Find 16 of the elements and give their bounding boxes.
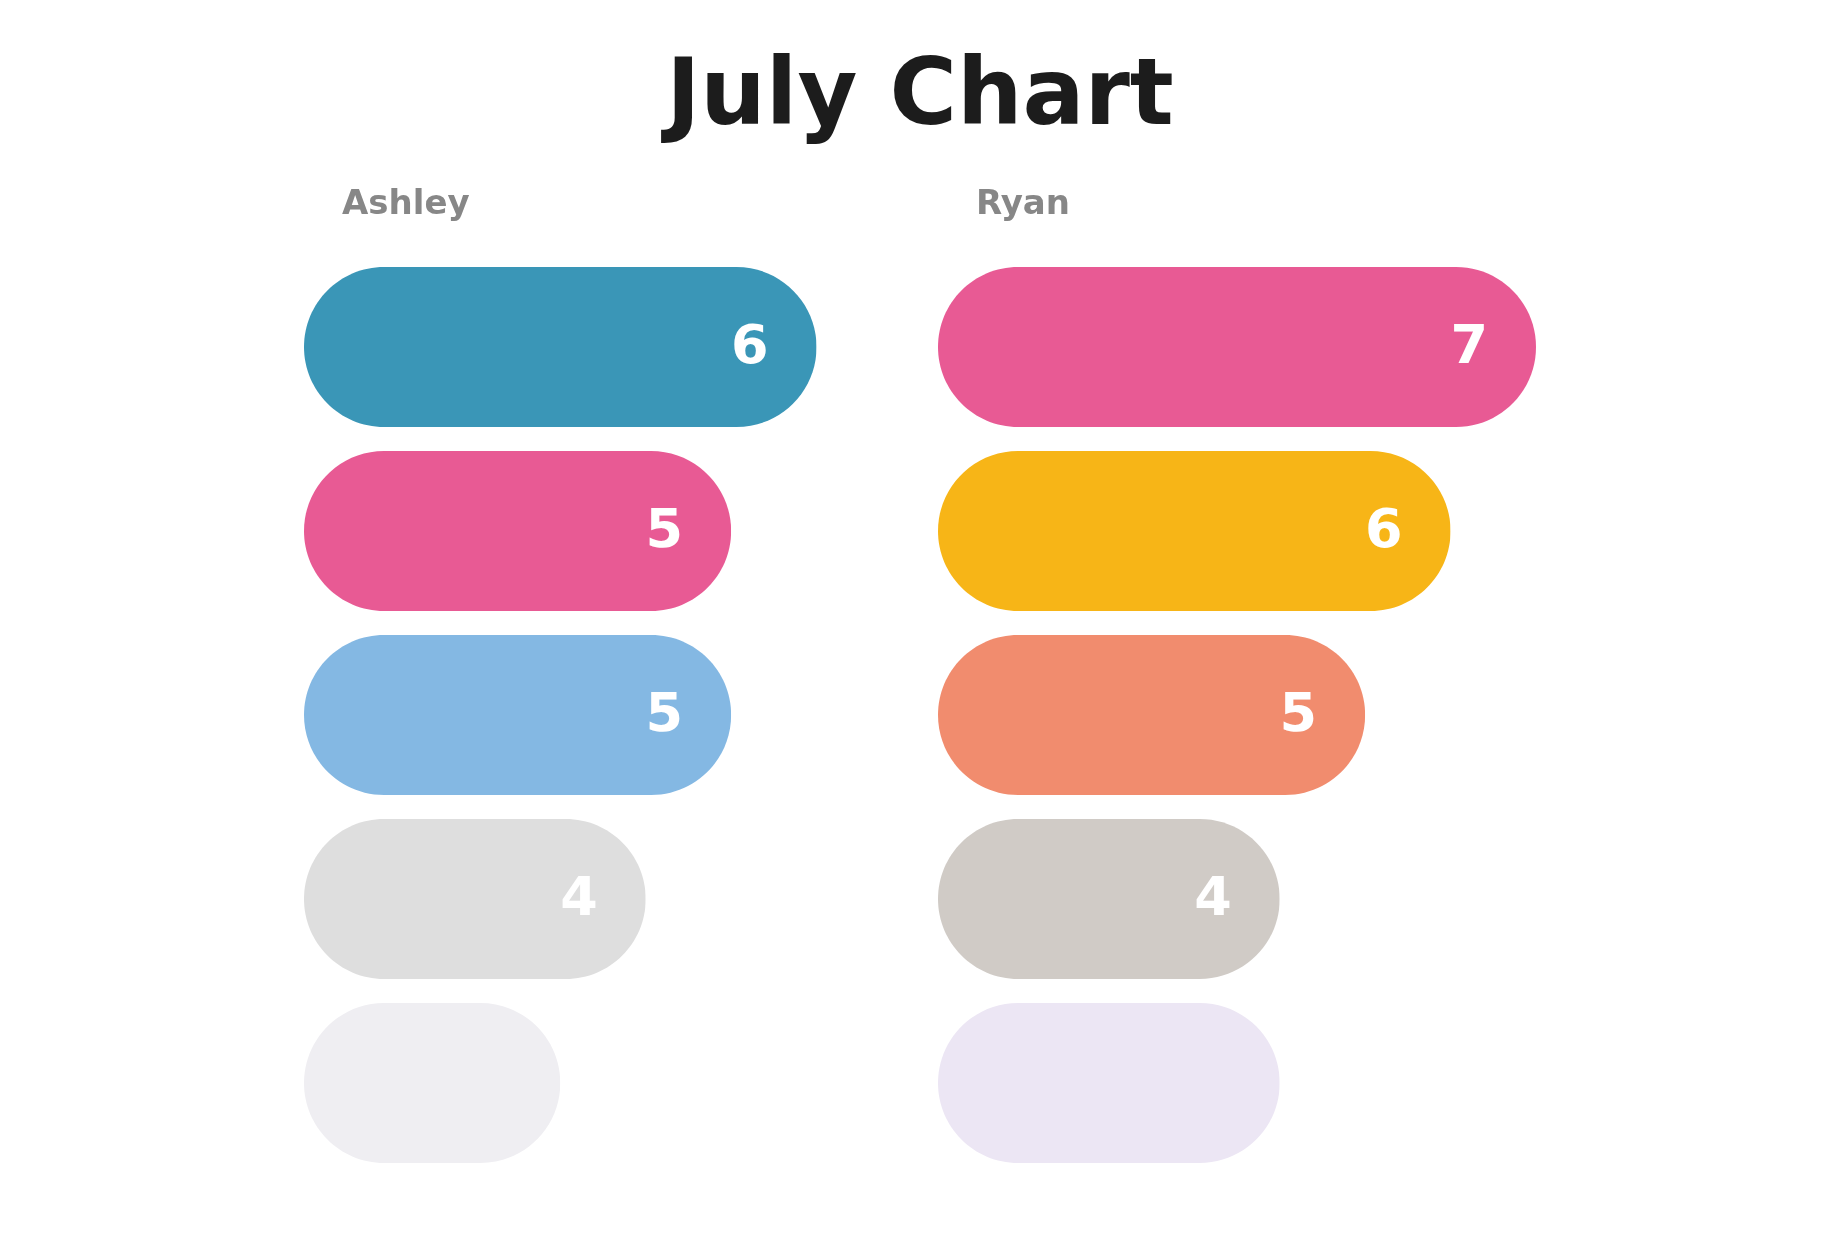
bar (938, 635, 1366, 795)
data-label: 6 (730, 313, 769, 376)
data-label: 5 (645, 681, 684, 744)
bar (938, 267, 1536, 427)
data-label: 7 (1450, 313, 1488, 376)
text: July Chart (660, 39, 1174, 146)
chart-title: Ryan (976, 182, 1070, 222)
data-label: 4 (1194, 865, 1232, 928)
chart-title: Ashley (342, 182, 470, 222)
data-label: 5 (645, 497, 684, 560)
data-label: 5 (1279, 681, 1318, 744)
data-label: 6 (1364, 497, 1403, 560)
bar (938, 451, 1451, 611)
bar (304, 267, 817, 427)
bar (304, 635, 732, 795)
bar (304, 451, 732, 611)
